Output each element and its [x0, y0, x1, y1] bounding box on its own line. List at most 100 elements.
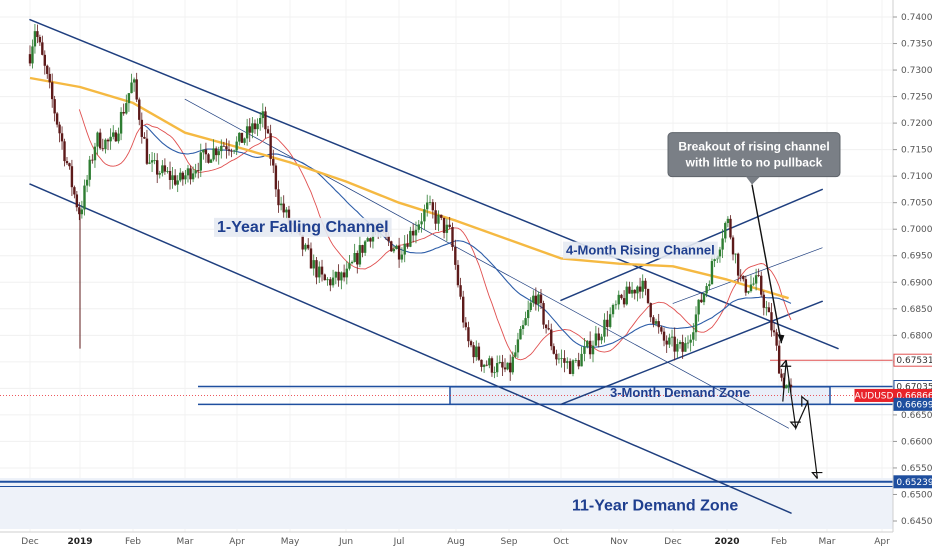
- plot-background: [0, 0, 893, 532]
- candle-body: [266, 129, 270, 134]
- candle-body: [197, 170, 200, 171]
- candle-body: [467, 327, 470, 342]
- candle-body: [700, 299, 703, 303]
- candle-body: [662, 331, 666, 341]
- price-tag-box: [893, 397, 932, 411]
- candle-body: [684, 343, 687, 352]
- candle-body: [65, 161, 69, 164]
- candle-body: [258, 118, 262, 124]
- candle-body: [214, 148, 218, 156]
- candle-body: [426, 202, 429, 210]
- candle-body: [676, 344, 679, 352]
- candle-body: [331, 277, 335, 286]
- projection-path: [782, 360, 818, 479]
- arrowhead-up: [779, 359, 792, 367]
- candle-body: [620, 294, 623, 299]
- candle-body: [390, 241, 393, 252]
- candle-body: [622, 298, 626, 305]
- candle-body: [464, 322, 468, 328]
- callout-line-1: Breakout of rising channel: [678, 140, 829, 154]
- candle-body: [580, 353, 583, 367]
- candle-body: [117, 133, 120, 142]
- candle-body: [348, 263, 351, 269]
- candle-body: [526, 309, 530, 319]
- candle-body: [654, 321, 658, 324]
- candle-body: [277, 189, 280, 206]
- candle-body: [708, 284, 711, 287]
- candle-body: [636, 286, 639, 294]
- price-tag-box: [893, 353, 932, 367]
- candle-body: [251, 123, 254, 133]
- candle-body: [440, 214, 443, 218]
- candle-body: [694, 314, 698, 333]
- candle-body: [179, 172, 182, 181]
- candle-body: [516, 339, 520, 353]
- candle-body: [574, 360, 578, 361]
- rising-channel-label: 4-Month Rising Channel: [566, 243, 715, 258]
- candle-body: [80, 209, 84, 215]
- candle-body: [269, 133, 272, 159]
- candle-body: [789, 384, 793, 388]
- candle-body: [787, 384, 790, 386]
- candle-body: [710, 261, 714, 285]
- candle-body: [320, 266, 324, 275]
- candle-body: [312, 260, 315, 269]
- candle-body: [119, 111, 123, 134]
- candle-body: [315, 260, 318, 278]
- candle-body: [511, 356, 514, 373]
- candle-body: [521, 325, 525, 329]
- candle-body: [617, 294, 620, 305]
- candle-body: [726, 218, 730, 224]
- candle-body: [777, 345, 781, 374]
- candle-body: [28, 54, 32, 64]
- candle-body: [752, 283, 755, 285]
- ma-mid-line: [144, 124, 792, 348]
- demand-zone-3m-label: 3-Month Demand Zone: [610, 385, 750, 400]
- candle-body: [721, 238, 724, 250]
- candle-body: [225, 146, 228, 150]
- candle-body: [428, 202, 432, 203]
- x-tick-label: Mar: [819, 537, 836, 547]
- candle-body: [285, 209, 288, 213]
- candle-body: [204, 149, 208, 155]
- candle-body: [323, 274, 326, 281]
- chart-annotations: 1-Year Falling Channel 4-Month Rising Cha…: [214, 132, 841, 514]
- candle-body: [603, 319, 606, 337]
- candle-body: [282, 203, 285, 213]
- candle-body: [138, 99, 141, 120]
- candle-body: [345, 268, 349, 278]
- candle-body: [135, 79, 138, 100]
- candle-body: [411, 230, 415, 236]
- candle-body: [454, 247, 457, 265]
- candle-body: [392, 249, 396, 252]
- candle-body: [437, 214, 440, 224]
- candle-body: [670, 336, 674, 338]
- candle-body: [264, 111, 267, 130]
- candle-body: [641, 280, 644, 292]
- candle-body: [754, 275, 758, 284]
- demand-zones: [0, 359, 893, 529]
- candle-body: [542, 303, 545, 325]
- candle-body: [55, 113, 59, 125]
- candle-body: [734, 253, 737, 255]
- x-tick-label: 2019: [67, 537, 92, 547]
- candle-body: [614, 304, 618, 306]
- candle-body: [253, 123, 257, 130]
- candle-body: [106, 139, 110, 142]
- candle-body: [127, 93, 131, 104]
- candle-body: [301, 234, 304, 250]
- candle-body: [560, 358, 563, 359]
- candle-body: [646, 288, 650, 304]
- candle-body: [668, 337, 671, 345]
- candle-body: [547, 328, 550, 330]
- candle-body: [98, 132, 102, 149]
- candle-body: [461, 296, 465, 323]
- candle-body: [775, 332, 778, 346]
- candle-body: [75, 194, 79, 208]
